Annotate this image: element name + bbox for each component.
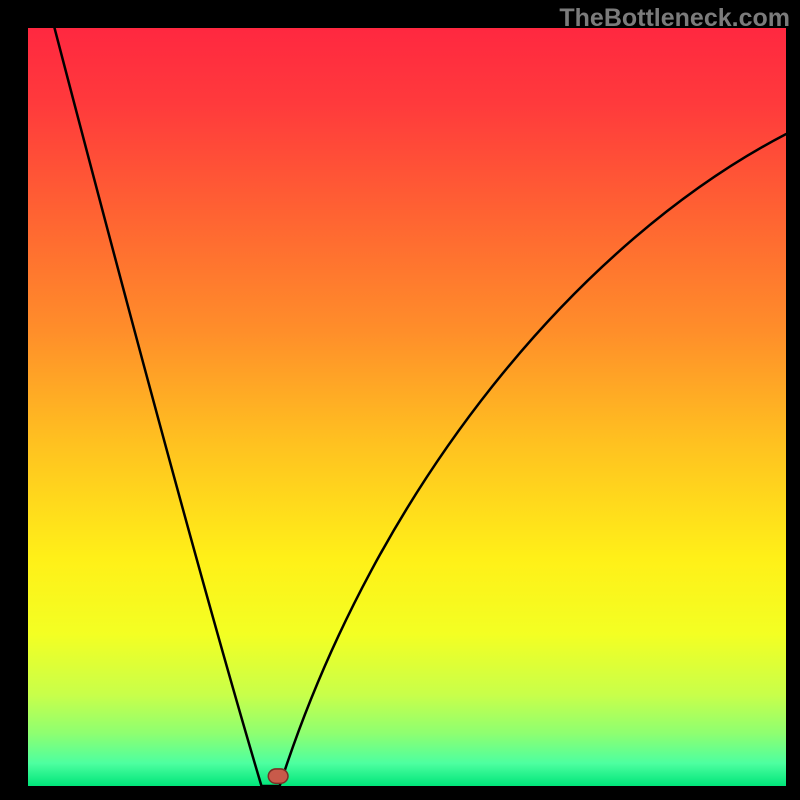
chart-frame: TheBottleneck.com [0,0,800,800]
plot-svg [28,28,786,786]
current-point-marker [268,769,288,783]
gradient-background [28,28,786,786]
plot-area [28,28,786,786]
